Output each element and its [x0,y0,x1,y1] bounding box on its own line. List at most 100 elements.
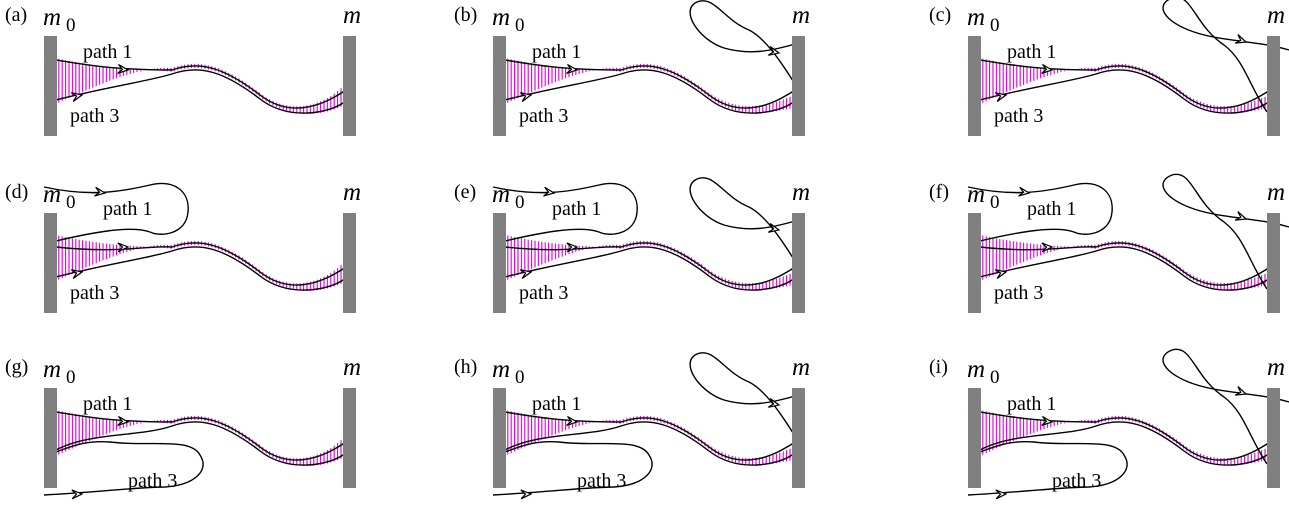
path-1-label: path 1 [83,393,132,415]
panel-label: (d) [5,181,28,203]
path-1-label: path 1 [552,198,601,220]
mirror-m0 [44,36,57,136]
mirror-m-label: m [792,2,810,29]
mirror-m [343,36,356,136]
mirror-m0-subscript: 0 [66,367,76,388]
direction-arrowhead [1041,415,1054,426]
mirror-m0-label: m [492,181,510,208]
mirror-m0-label: m [43,181,61,208]
mirror-m0-label: m [43,4,61,31]
mirror-m [1267,388,1280,488]
direction-arrowhead [767,46,781,56]
panel-label: (a) [5,4,27,26]
direction-arrowhead [117,415,130,426]
mirror-m-label: m [343,354,361,381]
mirror-m [792,213,805,313]
mirror-m0-label: m [967,356,985,383]
mirror-m0-label: m [492,4,510,31]
hatched-region [56,58,343,114]
direction-arrowhead [1234,34,1248,44]
direction-arrowhead [520,489,533,500]
mirror-m-label: m [343,2,361,29]
mirror-m [1267,36,1280,136]
path-3-label: path 3 [70,105,119,127]
direction-arrowhead [1041,242,1054,253]
path-1-curve [43,57,354,109]
direction-arrowhead [519,92,533,102]
mirror-m0 [44,213,57,313]
mirror-m-label: m [792,179,810,206]
end-loop-curve [1162,348,1289,465]
path-3-label: path 3 [1052,470,1101,492]
mirror-m-label: m [792,354,810,381]
path-1-label: path 1 [532,393,581,415]
panel-label: (i) [929,356,948,378]
path-1-label: path 1 [1027,198,1076,220]
path-3-curve [492,246,803,291]
mirror-m0 [968,388,981,488]
direction-arrowhead [543,186,556,197]
mirror-m [343,213,356,313]
direction-arrowhead [1234,211,1248,221]
mirror-m-label: m [1267,2,1285,29]
end-loop-curve [1162,0,1289,113]
lower-beam-curve [504,421,803,466]
hatched-region [505,410,792,466]
mirror-m-label: m [1267,179,1285,206]
mirror-m [792,388,805,488]
path-3-curve [967,246,1278,291]
path-3-label: path 3 [577,470,626,492]
direction-arrowhead [117,63,130,74]
mirror-m0-subscript: 0 [66,15,76,36]
mirror-m0-label: m [492,356,510,383]
path-1-curve [967,182,1113,242]
path-1-curve [492,57,803,109]
path-3-curve [43,69,354,114]
panel-label: (c) [929,4,951,26]
path-1-curve [43,182,189,242]
path-1-curve [967,57,1278,109]
direction-arrowhead [566,415,579,426]
mirror-m0-subscript: 0 [66,192,76,213]
panel-label: (e) [454,181,476,203]
mirror-m0 [968,36,981,136]
direction-arrowhead [994,92,1008,102]
mirror-m [1267,213,1280,313]
panel-label: (h) [454,356,477,378]
hatched-region [980,410,1267,466]
direction-arrowhead [71,489,84,500]
direction-arrowhead [70,92,84,102]
path-3-label: path 3 [519,105,568,127]
path-1-label: path 1 [103,198,152,220]
upper-beam-curve [55,242,354,286]
mirror-m0-subscript: 0 [990,192,1000,213]
path-3-curve [492,440,653,496]
mirror-m [792,36,805,136]
path-3-label: path 3 [519,282,568,304]
direction-arrowhead [994,269,1008,279]
path-3-label: path 3 [994,105,1043,127]
upper-beam-curve [979,242,1278,286]
mirror-m-label: m [1267,354,1285,381]
path-3-curve [967,69,1278,114]
direction-arrowhead [1234,386,1248,396]
lower-beam-curve [979,421,1278,466]
mirror-m0-label: m [967,4,985,31]
mirror-m0 [44,388,57,488]
direction-arrowhead [767,223,781,233]
mirror-m0 [493,213,506,313]
mirror-m0 [493,388,506,488]
mirror-m0-subscript: 0 [515,367,525,388]
path-1-curve [967,409,1278,461]
end-loop-curve [1162,173,1289,290]
direction-arrowhead [1018,186,1031,197]
hatched-region [505,58,792,114]
direction-arrowhead [566,242,579,253]
